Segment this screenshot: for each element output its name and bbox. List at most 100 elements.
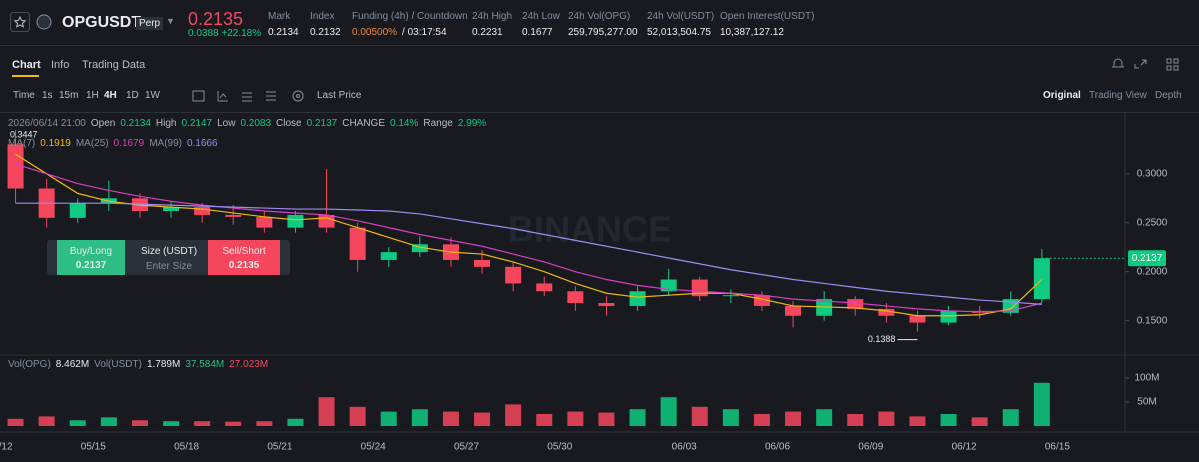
candle-body xyxy=(411,244,428,253)
legend-value: 0.2083 xyxy=(240,118,272,129)
legend-value: 8.462M xyxy=(55,359,90,370)
stat-value: 0.1677 xyxy=(522,27,558,38)
volume-bar xyxy=(256,421,273,426)
legend-label: Close xyxy=(276,118,302,129)
buy-button[interactable]: Buy/Long 0.2137 xyxy=(57,240,125,275)
view[interactable]: Original xyxy=(1043,90,1081,101)
symbol[interactable]: OPGUSDT xyxy=(62,14,142,31)
volume-bar xyxy=(940,414,957,426)
volume-bar xyxy=(505,404,522,426)
volume-bar xyxy=(567,411,584,426)
tab[interactable]: Info xyxy=(51,59,70,71)
candle-body xyxy=(505,266,522,284)
stat-value: 0.2132 xyxy=(310,27,341,38)
interval[interactable]: 1D xyxy=(126,90,139,101)
vol-legend: Vol(OPG) 8.462M Vol(USDT) 1.789M 37.584M 27.0… xyxy=(8,359,273,370)
stat-value: 10,387,127.12 xyxy=(720,27,789,38)
candle-body xyxy=(785,305,802,316)
y-tick-label: 100M xyxy=(1134,373,1159,384)
ma-line xyxy=(15,163,1042,313)
candle-body xyxy=(163,207,180,212)
legend-label: Open xyxy=(90,118,116,129)
candle-body xyxy=(567,291,584,304)
candle-body xyxy=(536,283,553,292)
x-tick-label: 05/30 xyxy=(547,442,572,453)
tool-icons xyxy=(1112,58,1179,71)
stat-label: 24h High xyxy=(472,11,513,22)
legend-label: Vol(USDT) xyxy=(94,359,142,370)
badge: Perp xyxy=(136,17,164,30)
candle-body xyxy=(598,303,615,306)
legend-label: Vol(OPG) xyxy=(8,359,51,370)
legend-value: 0.1666 xyxy=(187,138,218,149)
stat-value: 0.1677 xyxy=(522,27,553,38)
stat-value: 10,387,127.12 xyxy=(720,27,784,38)
tab[interactable]: Trading Data xyxy=(82,59,146,71)
tab[interactable]: Chart xyxy=(12,59,41,71)
volume-bar xyxy=(629,409,646,426)
legend-value: 1.789M xyxy=(146,359,181,370)
x-tick-label: 05/27 xyxy=(454,442,479,453)
legend-value: 37.584M xyxy=(185,359,225,370)
view[interactable]: Depth xyxy=(1155,90,1182,101)
volume-bar xyxy=(411,409,428,426)
chart: BINANCE 0.15000.20000.25000.300050M100M0… xyxy=(0,112,1199,453)
x-tick-label: 05/24 xyxy=(361,442,386,453)
x-tick-label: 05/12 xyxy=(0,442,13,453)
size-input[interactable]: Enter Size xyxy=(145,261,193,272)
last-price: 0.2135 xyxy=(188,9,244,29)
volume-bar xyxy=(785,411,802,426)
candle-body xyxy=(847,299,864,309)
stat-label: Funding (4h) / Countdown xyxy=(352,11,468,22)
interval[interactable]: 4H xyxy=(104,90,117,101)
y-tick-label: 50M xyxy=(1137,397,1156,408)
sell-button[interactable]: Sell/Short 0.2135 xyxy=(208,240,280,275)
stat-label: Index xyxy=(310,11,335,22)
interval[interactable]: 1W xyxy=(145,90,160,101)
candle-body xyxy=(722,295,739,297)
legend-entry: MA(99) xyxy=(149,138,183,149)
high-marker: 0.3447 xyxy=(10,129,38,139)
volume-bar xyxy=(1002,409,1019,426)
candle-body xyxy=(349,227,366,260)
volume-bar xyxy=(100,417,117,426)
candle-body xyxy=(474,259,491,267)
stat-value: 0.2231 xyxy=(472,27,503,38)
change-pct: +22.18% xyxy=(221,28,262,39)
y-tick-label: 0.3000 xyxy=(1137,168,1168,179)
interval[interactable]: 1H xyxy=(86,90,99,101)
stat-label: 24h Vol(USDT) xyxy=(647,11,715,22)
stat-label: Open Interest(USDT) xyxy=(720,11,815,22)
volume-bar xyxy=(598,412,615,426)
volume-bar xyxy=(753,414,770,426)
interval[interactable]: 1s xyxy=(42,90,53,101)
sell-price: 0.2135 xyxy=(228,260,260,271)
stat-value: 0.00500% / 03:17:54 xyxy=(352,27,452,38)
view[interactable]: Trading View xyxy=(1089,90,1147,101)
x-tick-label: 06/03 xyxy=(672,442,697,453)
price-type[interactable]: Last Price xyxy=(317,90,362,101)
x-tick-label: 06/12 xyxy=(952,442,977,453)
sell-label: Sell/Short xyxy=(222,246,266,257)
volume-bar xyxy=(225,421,242,426)
stat-value: 0.2231 xyxy=(472,27,508,38)
candle-body xyxy=(629,291,646,306)
trade-box: Buy/Long 0.2137 Size (USDT) Enter Size Se… xyxy=(47,240,290,275)
candle-body xyxy=(7,144,24,189)
stat-value: 0.2132 xyxy=(310,27,346,38)
divider xyxy=(0,112,1199,113)
interval[interactable]: Time xyxy=(13,90,35,101)
y-tick-label: 0.2000 xyxy=(1137,266,1168,277)
x-tick-label: 06/15 xyxy=(1045,442,1070,453)
ma-line xyxy=(15,153,1043,317)
legend-label: Range xyxy=(423,118,453,129)
dropdown[interactable]: ▼ xyxy=(166,16,175,26)
volume-bar xyxy=(474,412,491,426)
interval[interactable]: 15m xyxy=(59,90,79,101)
ma-legend: MA(7) 0.1919 MA(25) 0.1679 MA(99) 0.1666 xyxy=(8,138,223,149)
candle-body xyxy=(753,295,770,306)
legend-label: CHANGE xyxy=(342,118,386,129)
legend-entry: MA(25) xyxy=(75,138,109,149)
icons xyxy=(10,12,52,32)
legend-time: 2026/06/14 21:00 xyxy=(8,118,86,129)
